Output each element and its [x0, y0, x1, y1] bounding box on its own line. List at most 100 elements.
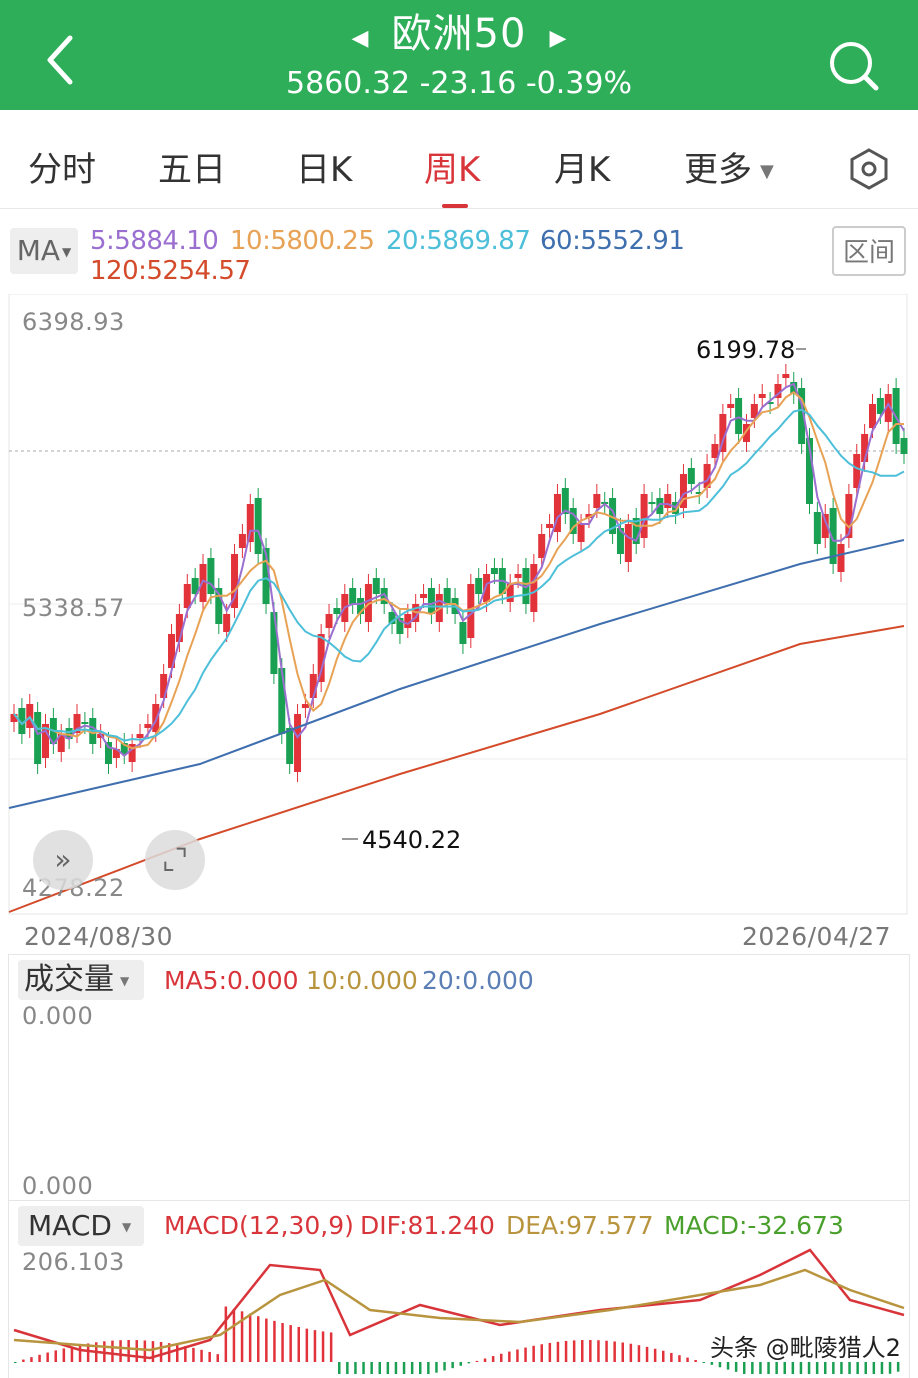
range-button[interactable]: 区间 [832, 226, 906, 276]
candle-body [333, 608, 341, 614]
active-tab-indicator [442, 204, 468, 208]
candle-body [317, 634, 325, 682]
macd-bar [86, 1343, 90, 1362]
candle-body [246, 504, 254, 542]
candle-body [144, 724, 152, 728]
volume-button-label: 成交量 [24, 962, 114, 997]
candle-body [396, 618, 404, 634]
candle-body [128, 744, 136, 762]
macd-bar [815, 1362, 819, 1374]
macd-bar [62, 1348, 66, 1362]
macd-bar [840, 1362, 843, 1374]
candle-body [459, 622, 467, 644]
candle-body [569, 508, 577, 534]
ma5-line [13, 382, 905, 758]
macd-bar [184, 1346, 187, 1362]
macd-bar [248, 1313, 252, 1362]
macd-bar [410, 1362, 414, 1374]
triangle-right-icon[interactable]: ▶ [549, 26, 567, 51]
start-date: 2024/08/30 [24, 922, 174, 951]
dea-line [13, 1268, 905, 1352]
caret-down-icon: ▼ [62, 245, 72, 259]
candle-body [861, 434, 869, 462]
macd-bar [848, 1362, 851, 1374]
candle-body [782, 374, 790, 378]
volume-selector-button[interactable]: 成交量 ▼ [18, 960, 144, 1000]
candle-body [506, 584, 514, 602]
macd-bar [767, 1362, 770, 1374]
candle-body [404, 614, 412, 628]
macd-bar [516, 1349, 519, 1362]
candle-body [309, 674, 317, 698]
candle-body [798, 388, 806, 444]
ma-selector-button[interactable]: MA ▼ [10, 228, 78, 274]
macd-bar [14, 1362, 17, 1363]
tab-daily-k[interactable]: 日K [296, 150, 353, 190]
macd-bar [289, 1325, 292, 1362]
candle-body [380, 588, 388, 604]
fullscreen-corners-icon[interactable]: ⌞⌝ [145, 830, 205, 890]
gear-hexagon-icon[interactable] [848, 148, 890, 190]
dif-line [13, 1248, 905, 1360]
candle-body [475, 578, 483, 594]
macd-bar [500, 1353, 503, 1362]
macd-chart [13, 1248, 905, 1374]
macd-bar [564, 1340, 568, 1362]
macd-bar [378, 1362, 381, 1374]
tab-five-day[interactable]: 五日 [158, 150, 226, 190]
candle-body [325, 614, 333, 628]
candle-body [837, 544, 845, 572]
macd-selector-button[interactable]: MACD ▼ [18, 1206, 144, 1246]
macd-bar [257, 1316, 260, 1362]
macd-bar [581, 1340, 584, 1362]
macd-params: MACD(12,30,9) [164, 1211, 354, 1240]
candle-body [530, 564, 538, 612]
candle-body [160, 674, 168, 698]
candle-body [514, 574, 522, 578]
macd-bar [224, 1306, 228, 1362]
macd-bar [281, 1323, 284, 1362]
macd-bar [548, 1342, 552, 1362]
double-chevron-right-icon[interactable]: » [33, 830, 93, 890]
tab-more[interactable]: 更多 ▼ [684, 142, 774, 191]
macd-bar [613, 1341, 616, 1362]
candlestick-chart[interactable] [0, 294, 918, 954]
candle-body [593, 494, 601, 508]
macd-bar [896, 1362, 900, 1372]
candle-body [490, 568, 498, 574]
candle-body [254, 498, 262, 554]
tab-weekly-k[interactable]: 周K [424, 150, 481, 190]
chevron-left-icon[interactable] [40, 30, 80, 90]
candle-body [585, 514, 593, 518]
macd-bar [686, 1357, 689, 1362]
macd-bar [508, 1351, 511, 1362]
macd-bar [475, 1360, 479, 1362]
macd-bar [265, 1318, 268, 1362]
triangle-left-icon[interactable]: ◀ [351, 26, 369, 51]
macd-bar [46, 1352, 49, 1362]
macd-bar [402, 1362, 406, 1374]
period-tabs: 分时 五日 日K 周K 月K 更多 ▼ [0, 126, 918, 209]
macd-bar [483, 1358, 487, 1362]
macd-bar [192, 1347, 195, 1362]
candle-body [34, 712, 42, 764]
candle-body [790, 382, 798, 394]
macd-bar [702, 1362, 705, 1363]
tab-monthly-k[interactable]: 月K [554, 150, 611, 190]
search-icon[interactable] [826, 38, 882, 94]
macd-bar [524, 1347, 527, 1362]
candle-body [640, 494, 648, 538]
end-date: 2026/04/27 [742, 922, 892, 951]
high-annotation: 6199.78 [696, 336, 796, 364]
macd-bar [807, 1362, 811, 1374]
ma10-line [13, 391, 904, 750]
volume-axis-top: 0.000 [22, 1002, 94, 1030]
macd-bar [346, 1362, 349, 1374]
candle-body [175, 614, 183, 642]
macd-bar [151, 1341, 155, 1362]
page-title: 欧洲50 [391, 11, 527, 57]
tab-intraday[interactable]: 分时 [28, 150, 96, 190]
candle-body [191, 578, 199, 594]
macd-bar [629, 1343, 633, 1362]
macd-bar [240, 1311, 244, 1362]
